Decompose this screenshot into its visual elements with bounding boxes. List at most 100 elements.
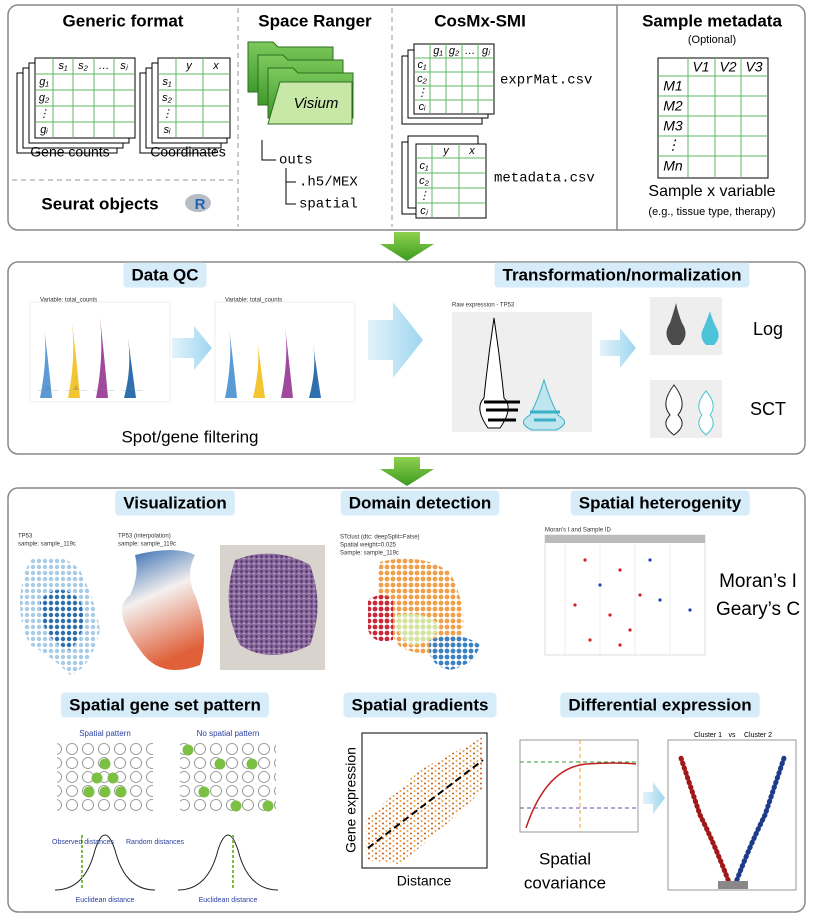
step-title: Visualization [123, 493, 227, 512]
stat-label: Geary’s C [716, 599, 800, 620]
gene-table: s₁ s₂ … sⱼ g₁ g₂ ⋮ gᵢ [16, 57, 136, 154]
plot-title: TP53 [18, 534, 33, 540]
row-label: M3 [663, 118, 683, 134]
spot-map-high [40, 590, 84, 650]
arrow [172, 326, 212, 370]
step-title: Domain detection [349, 493, 492, 512]
arrow [643, 782, 665, 814]
section-title: Sample metadata [642, 11, 782, 30]
row-label: ⋮ [419, 190, 430, 202]
flow-arrow [380, 232, 434, 261]
caption: Sample x variable [648, 183, 775, 200]
gradient-plot [361, 732, 488, 869]
row-label: ⋮ [666, 137, 680, 153]
row-label: cⱼ [420, 205, 429, 217]
domain-cluster [429, 636, 480, 670]
r-logo [185, 194, 211, 212]
panel-label: No spatial pattern [197, 729, 260, 738]
plot-title: Variable: total_counts [225, 298, 282, 304]
row-label: M2 [663, 98, 683, 114]
method-label: SCT [750, 399, 786, 419]
file-name: exprMat.csv [500, 73, 592, 89]
tree-item: .h5/MEX [299, 175, 358, 191]
row-label: s₁ [163, 76, 173, 88]
row-label: sᵢ [164, 124, 172, 136]
row-label: s₂ [162, 92, 173, 104]
col-label: x [468, 145, 475, 157]
title-highlight [343, 692, 497, 718]
row-label: g₂ [39, 92, 50, 104]
row-label: M1 [663, 78, 682, 94]
plot-title: Sample: sample_119c [340, 551, 399, 557]
log-plot [650, 297, 722, 355]
arrow [600, 328, 636, 368]
section-title: Generic format [63, 11, 184, 30]
tree-lines [261, 140, 296, 205]
raw-expression-plot [452, 312, 592, 432]
step-title: Spatial gene set pattern [69, 695, 261, 714]
violin-plot [29, 301, 171, 403]
col-label: … [465, 45, 476, 57]
file-name: metadata.csv [494, 171, 595, 187]
violin-plot [214, 301, 356, 403]
spot-grid [180, 743, 276, 813]
step-title: Spatial heterogenity [579, 493, 742, 512]
col-label: g₂ [449, 45, 460, 57]
spot-grid [57, 743, 153, 813]
title-highlight [560, 692, 760, 718]
title-highlight [494, 262, 750, 288]
col-label: s₂ [78, 60, 89, 72]
flow-arrow [380, 457, 434, 486]
annotation: Random distances [126, 839, 184, 846]
col-label: V1 [692, 59, 709, 75]
arrow [368, 302, 423, 378]
row-label: g₁ [39, 76, 49, 88]
row-label: c₁ [420, 160, 430, 172]
axis-label: Distance [397, 873, 452, 889]
caption-note: (e.g., tissue type, therapy) [648, 206, 775, 218]
annotation: Observed distances [52, 839, 114, 846]
col-label: g₁ [433, 45, 443, 57]
method-label: Log [753, 319, 783, 339]
expr-table: g₁ g₂ … gⱼ c₁ c₂ ⋮ cᵢ [401, 43, 495, 125]
axis-label: Euclidean distance [199, 897, 258, 904]
col-label: V2 [719, 59, 736, 75]
row-label: Mn [663, 158, 683, 174]
row-label: ⋮ [417, 87, 428, 99]
title-highlight [570, 490, 750, 516]
row-label: c₁ [418, 59, 428, 71]
row-label: ⋮ [162, 108, 173, 120]
interpolation-map [122, 550, 204, 670]
col-label: … [99, 60, 110, 72]
density-curve [54, 834, 156, 891]
row-label: ⋮ [39, 108, 50, 120]
section-title: CosMx-SMI [434, 11, 526, 30]
col-label: V3 [745, 59, 762, 75]
seurat-label: Seurat objects [41, 194, 158, 213]
plot-title: Moran's I and Sample ID [545, 528, 612, 534]
row-label: cᵢ [419, 101, 427, 113]
heterogeneity-plot [544, 534, 706, 656]
col-label: y [185, 60, 193, 72]
coord-table: y x s₁ s₂ ⋮ sᵢ [139, 57, 231, 154]
tissue [228, 553, 318, 655]
title-highlight [115, 490, 235, 516]
r-logo-text: R [195, 196, 206, 213]
caption: covariance [524, 873, 606, 892]
covariance-plot [519, 739, 639, 833]
meta-table: y x c₁ c₂ ⋮ cⱼ [401, 135, 487, 219]
legend-label: Cluster 2 [744, 732, 772, 739]
panel-label: Spatial pattern [79, 729, 131, 738]
note: (Optional) [688, 34, 736, 46]
stat-label: Moran’s I [719, 571, 797, 592]
col-label: sⱼ [120, 60, 129, 72]
col-label: y [442, 145, 450, 157]
step-title: Transformation/normalization [503, 265, 742, 284]
plot-title: Raw expression - TP53 [452, 303, 515, 309]
caption: Spot/gene filtering [121, 427, 258, 446]
tree-item: outs [279, 153, 313, 169]
sct-plot [650, 380, 722, 438]
density-curve [177, 834, 279, 891]
plot-title: TP53 (interpolation) [118, 534, 171, 540]
